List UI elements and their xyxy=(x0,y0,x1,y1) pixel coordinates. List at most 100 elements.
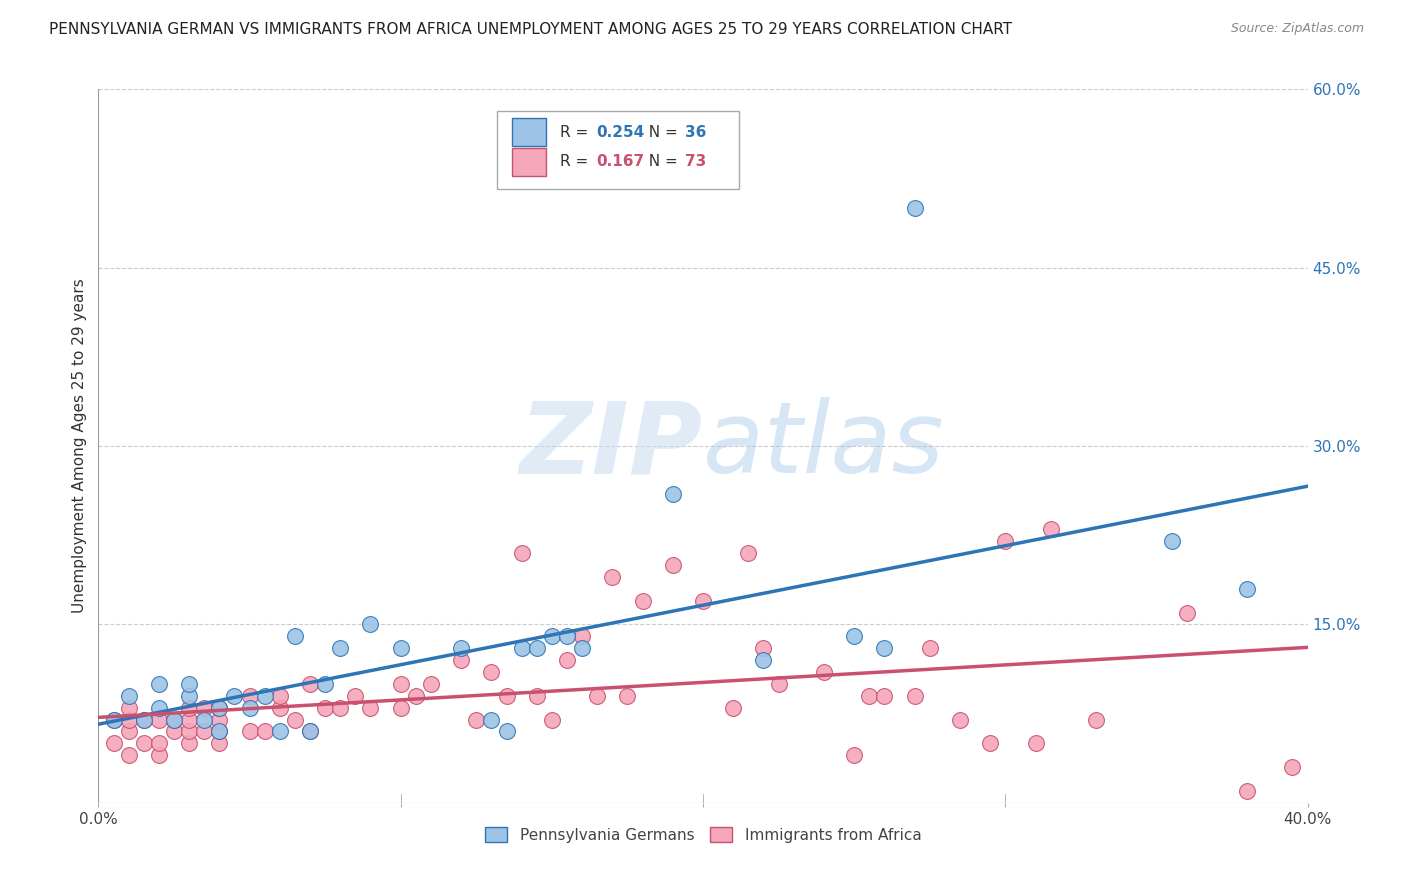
Point xyxy=(193,700,215,714)
Text: R =: R = xyxy=(561,154,593,169)
Point xyxy=(510,641,533,656)
Point xyxy=(526,689,548,703)
Point xyxy=(179,689,201,703)
Point xyxy=(844,629,866,643)
Point xyxy=(586,689,609,703)
FancyBboxPatch shape xyxy=(512,148,546,176)
Point xyxy=(239,700,262,714)
Point xyxy=(148,748,170,763)
Point xyxy=(253,724,276,739)
Point xyxy=(904,689,927,703)
FancyBboxPatch shape xyxy=(512,119,546,145)
Point xyxy=(118,689,141,703)
Point xyxy=(148,713,170,727)
Text: PENNSYLVANIA GERMAN VS IMMIGRANTS FROM AFRICA UNEMPLOYMENT AMONG AGES 25 TO 29 Y: PENNSYLVANIA GERMAN VS IMMIGRANTS FROM A… xyxy=(49,22,1012,37)
Point xyxy=(904,201,927,215)
Text: N =: N = xyxy=(638,125,682,139)
Point xyxy=(571,641,593,656)
Point xyxy=(132,713,155,727)
Point xyxy=(1160,534,1182,549)
Point xyxy=(420,677,443,691)
Point xyxy=(389,700,412,714)
Point xyxy=(163,713,186,727)
Text: ZIP: ZIP xyxy=(520,398,703,494)
Point xyxy=(555,629,578,643)
Point xyxy=(193,724,215,739)
Point xyxy=(103,713,125,727)
Point xyxy=(450,653,472,667)
Point xyxy=(253,689,276,703)
Point xyxy=(179,677,201,691)
Point xyxy=(481,713,503,727)
Point xyxy=(163,724,186,739)
Text: 73: 73 xyxy=(685,154,706,169)
Point xyxy=(269,689,291,703)
Point xyxy=(918,641,941,656)
Point xyxy=(224,689,246,703)
Point xyxy=(118,700,141,714)
Point xyxy=(148,677,170,691)
Point xyxy=(526,641,548,656)
Point xyxy=(723,700,745,714)
Point xyxy=(118,713,141,727)
Point xyxy=(768,677,790,691)
Point xyxy=(481,665,503,679)
Point xyxy=(1175,606,1198,620)
Point xyxy=(465,713,488,727)
Point xyxy=(616,689,638,703)
Text: N =: N = xyxy=(638,154,682,169)
Point xyxy=(239,724,262,739)
FancyBboxPatch shape xyxy=(498,111,740,189)
Point xyxy=(299,677,322,691)
Point xyxy=(344,689,367,703)
Point xyxy=(179,736,201,750)
Point xyxy=(873,689,896,703)
Text: 0.254: 0.254 xyxy=(596,125,645,139)
Point xyxy=(329,641,352,656)
Point xyxy=(1085,713,1108,727)
Point xyxy=(329,700,352,714)
Legend: Pennsylvania Germans, Immigrants from Africa: Pennsylvania Germans, Immigrants from Af… xyxy=(478,821,928,848)
Point xyxy=(510,546,533,560)
Point xyxy=(148,700,170,714)
Point xyxy=(540,629,562,643)
Point xyxy=(752,641,775,656)
Y-axis label: Unemployment Among Ages 25 to 29 years: Unemployment Among Ages 25 to 29 years xyxy=(72,278,87,614)
Point xyxy=(103,736,125,750)
Point xyxy=(979,736,1001,750)
Point xyxy=(314,677,336,691)
Point xyxy=(299,724,322,739)
Point xyxy=(555,653,578,667)
Point xyxy=(495,689,517,703)
Point xyxy=(269,724,291,739)
Point xyxy=(132,736,155,750)
Point xyxy=(571,629,593,643)
Point xyxy=(179,700,201,714)
Point xyxy=(844,748,866,763)
Point xyxy=(360,700,382,714)
Point xyxy=(284,713,307,727)
Point xyxy=(179,724,201,739)
Point xyxy=(193,713,215,727)
Point xyxy=(284,629,307,643)
Point xyxy=(858,689,880,703)
Point xyxy=(1024,736,1046,750)
Point xyxy=(661,486,683,500)
Point xyxy=(360,617,382,632)
Text: R =: R = xyxy=(561,125,593,139)
Point xyxy=(299,724,322,739)
Point xyxy=(949,713,972,727)
Point xyxy=(692,593,714,607)
Point xyxy=(540,713,562,727)
Point xyxy=(208,700,231,714)
Text: 0.167: 0.167 xyxy=(596,154,645,169)
Point xyxy=(269,700,291,714)
Point xyxy=(389,641,412,656)
Point xyxy=(450,641,472,656)
Point xyxy=(314,700,336,714)
Point xyxy=(208,736,231,750)
Point xyxy=(752,653,775,667)
Point xyxy=(148,736,170,750)
Point xyxy=(208,700,231,714)
Point xyxy=(661,558,683,572)
